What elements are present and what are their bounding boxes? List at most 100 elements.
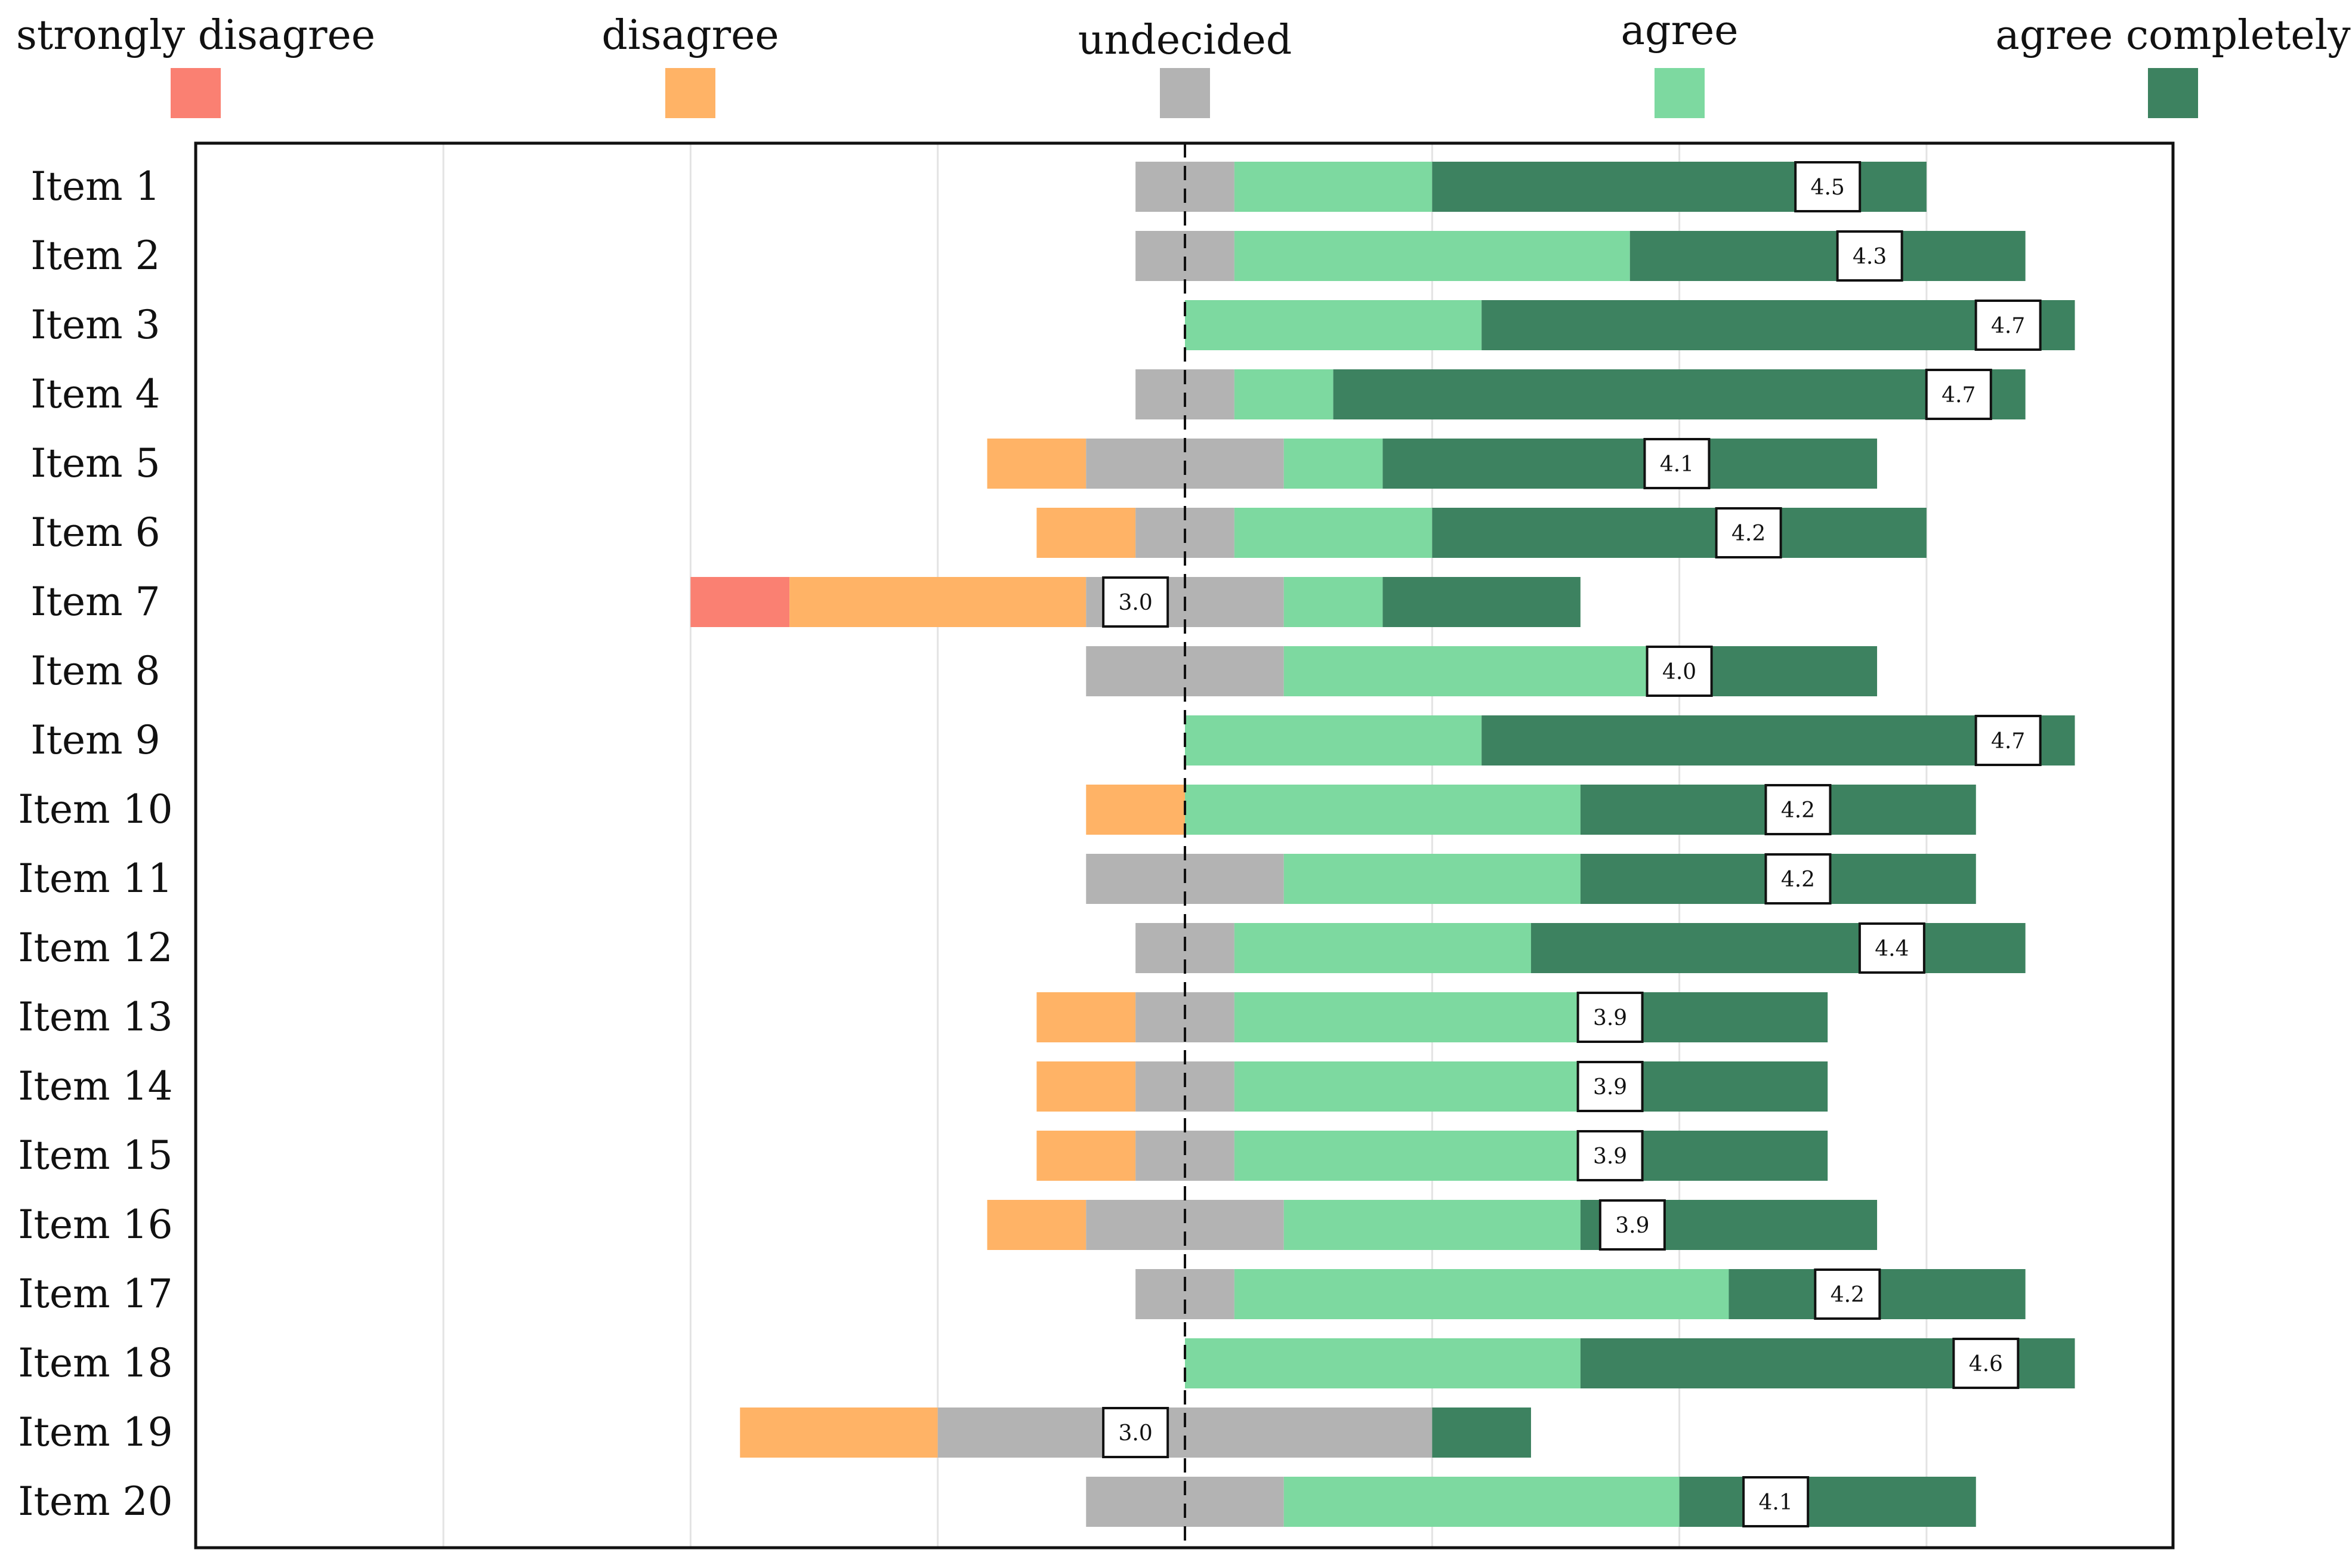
mean-value: 4.2 <box>1731 521 1765 546</box>
mean-box <box>1715 507 1782 558</box>
bar-segment <box>1036 1061 1136 1112</box>
bar-segment <box>740 1408 938 1458</box>
item-labels: Item 1 Item 2 Item 3 Item 4 Item 5 Item 6 Item… <box>18 163 172 1524</box>
bar-segment <box>1629 1131 1828 1181</box>
mean-box <box>1858 922 1925 974</box>
mean-value: 4.1 <box>1660 452 1694 477</box>
mean-box <box>1925 369 1992 420</box>
bar-segment <box>1185 715 1482 766</box>
bar-segment <box>1185 1338 1581 1388</box>
bar-segment <box>1185 785 1581 835</box>
bar-segment <box>1283 1477 1680 1527</box>
mean-value: 3.9 <box>1593 1144 1627 1169</box>
mean-box <box>1742 1476 1810 1527</box>
bar-segment <box>1234 1269 1729 1319</box>
item-label: Item 12 <box>18 925 172 971</box>
mean-box <box>1576 1130 1644 1181</box>
bar-segment <box>987 1200 1087 1250</box>
bar-segment <box>1234 992 1630 1042</box>
mean-value: 4.7 <box>1942 383 1976 408</box>
mean-box <box>1764 853 1832 905</box>
bar-segment <box>1036 1131 1136 1181</box>
bar-segment <box>1629 231 2026 281</box>
bar-segment <box>1086 785 1185 835</box>
mean-value: 3.9 <box>1593 1075 1627 1100</box>
mean-box <box>1974 300 2042 351</box>
bar-segment <box>1283 577 1383 627</box>
mean-value: 4.2 <box>1781 798 1815 823</box>
legend-swatch <box>665 68 715 118</box>
mean-box <box>1952 1338 2020 1389</box>
item-label: Item 17 <box>18 1271 172 1317</box>
item-label: Item 13 <box>18 994 172 1040</box>
bar-segment <box>1036 992 1136 1042</box>
mean-box <box>1576 992 1644 1043</box>
mean-value: 4.5 <box>1811 175 1845 200</box>
bar-segment <box>1234 1061 1630 1112</box>
mean-box <box>1764 784 1832 835</box>
item-label: Item 9 <box>30 717 160 763</box>
legend-swatch <box>1655 68 1705 118</box>
mean-value: 3.9 <box>1615 1214 1649 1238</box>
mean-value: 4.1 <box>1759 1490 1793 1515</box>
item-label: Item 6 <box>30 510 160 555</box>
bar-segment <box>1234 508 1433 558</box>
mean-value: 4.0 <box>1662 660 1696 684</box>
bar-segment <box>1382 439 1878 489</box>
legend-label: agree <box>1621 7 1738 54</box>
legend-swatch <box>1160 68 1210 118</box>
mean-box <box>1102 576 1169 628</box>
bar-segment <box>1432 1408 1532 1458</box>
mean-box <box>1814 1268 1881 1320</box>
bar-segment <box>1283 646 1680 696</box>
item-label: Item 14 <box>18 1063 172 1109</box>
mean-labels: 4.5 4.3 4.7 4.7 4.1 4.2 3.0 4.0 4.7 4.2 4.2 4.4 3.9 3… <box>1102 161 2042 1527</box>
item-label: Item 8 <box>30 648 160 694</box>
bars <box>690 162 2075 1527</box>
bar-segment <box>1036 508 1136 558</box>
mean-box <box>1576 1061 1644 1112</box>
item-label: Item 2 <box>30 233 160 279</box>
mean-value: 4.6 <box>1969 1352 2003 1376</box>
bar-segment <box>1283 1200 1581 1250</box>
legend-swatch <box>171 68 221 118</box>
legend-label: strongly disagree <box>16 12 375 59</box>
bar-segment <box>789 577 1087 627</box>
bar-segment <box>1531 923 2026 973</box>
bar-segment <box>1283 439 1383 489</box>
item-label: Item 18 <box>18 1340 172 1386</box>
mean-box <box>1643 438 1711 489</box>
item-label: Item 10 <box>18 786 172 832</box>
item-label: Item 16 <box>18 1202 172 1248</box>
bar-segment <box>1629 992 1828 1042</box>
bar-segment <box>1234 369 1334 419</box>
item-label: Item 4 <box>30 371 160 417</box>
mean-box <box>1794 161 1862 212</box>
bar-segment <box>1382 577 1581 627</box>
item-label: Item 20 <box>18 1479 172 1524</box>
item-label: Item 1 <box>30 163 160 209</box>
bar-segment <box>1283 854 1581 904</box>
bar-segment <box>1629 1061 1828 1112</box>
bar-segment <box>1333 369 2026 419</box>
mean-box <box>1646 646 1713 697</box>
bar-segment <box>1234 1131 1630 1181</box>
bar-segment <box>1234 162 1433 212</box>
mean-value: 3.0 <box>1119 1421 1153 1446</box>
item-label: Item 5 <box>30 440 160 486</box>
bar-segment <box>1432 508 1927 558</box>
mean-box <box>1974 715 2042 766</box>
mean-box <box>1102 1407 1169 1458</box>
bar-segment <box>987 439 1087 489</box>
mean-value: 3.9 <box>1593 1006 1627 1030</box>
mean-value: 4.3 <box>1853 245 1887 269</box>
mean-box <box>1598 1199 1666 1251</box>
legend-label: undecided <box>1078 17 1292 64</box>
legend-label: disagree <box>601 12 779 59</box>
mean-box <box>1836 230 1903 282</box>
legend-swatch <box>2148 68 2198 118</box>
mean-value: 4.4 <box>1875 937 1909 961</box>
mean-value: 3.0 <box>1119 591 1153 615</box>
mean-value: 4.2 <box>1831 1283 1865 1307</box>
